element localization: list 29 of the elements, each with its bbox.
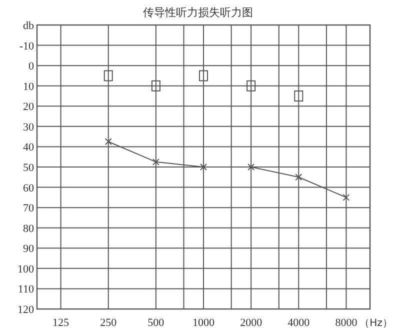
y-tick-label: -10 — [19, 40, 34, 52]
x-axis-title: （Hz） — [360, 318, 392, 329]
y-tick-label: 110 — [18, 284, 34, 296]
x-tick-label: 250 — [100, 317, 118, 329]
point — [151, 80, 160, 92]
y-tick-label: 10 — [23, 80, 34, 93]
x-tick-label: 125 — [52, 317, 70, 329]
x-tick-label: 500 — [148, 317, 165, 329]
y-tick-label: 50 — [23, 162, 34, 174]
x-tick-label: 2000 — [240, 317, 263, 329]
y-tick-label: 120 — [18, 304, 34, 316]
y-tick-label: 40 — [23, 142, 34, 154]
y-tick-label: 70 — [23, 202, 34, 215]
point — [294, 90, 304, 102]
point — [104, 70, 113, 82]
point — [199, 70, 208, 82]
y-tick-label: 100 — [18, 263, 34, 276]
y-tick-label: 20 — [23, 101, 34, 114]
x-tick-label: 8000 — [335, 317, 358, 329]
point — [246, 80, 256, 92]
y-tick-label: 30 — [23, 121, 34, 134]
y-tick-label: 80 — [23, 222, 34, 235]
x-tick-label: 1000 — [192, 317, 215, 329]
chart-title: 传导性听力损失听力图 — [143, 6, 253, 19]
y-tick-label: 60 — [23, 182, 34, 194]
y-tick-label: 0 — [28, 60, 34, 73]
y-tick-label: db — [23, 20, 34, 32]
x-tick-label: 4000 — [288, 317, 310, 329]
y-tick-label: 90 — [23, 243, 34, 256]
